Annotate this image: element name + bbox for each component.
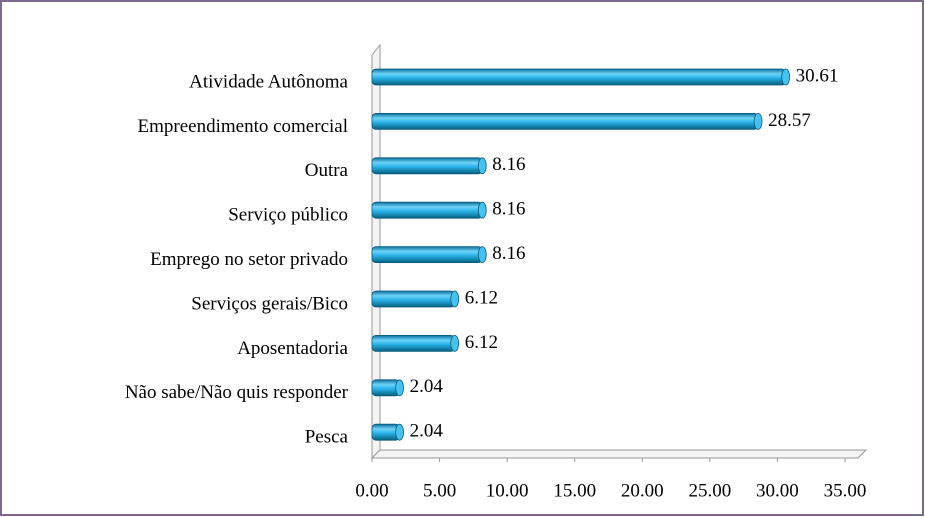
bar-cap (477, 157, 487, 175)
bar (371, 201, 483, 219)
bar-cap (477, 201, 487, 219)
value-label: 8.16 (492, 243, 525, 264)
y-tick-label: Não sabe/Não quis responder (125, 382, 349, 403)
y-tick-label: Serviço público (228, 205, 348, 226)
y-tick-label: Empreendimento comercial (138, 116, 349, 137)
value-label: 2.04 (410, 376, 444, 397)
x-tick-label: 0.00 (355, 480, 388, 501)
y-tick-label: Pesca (305, 427, 349, 448)
bar (371, 290, 456, 308)
bar-cap (395, 423, 404, 441)
bar (371, 246, 483, 264)
axis-floor (370, 449, 868, 459)
bar-cap (753, 113, 763, 130)
bar (371, 157, 483, 175)
y-tick-label: Atividade Autônoma (189, 71, 348, 92)
bar (371, 334, 456, 352)
bar-cap (781, 68, 791, 86)
x-tick-label: 5.00 (423, 480, 456, 501)
bar-cap (395, 379, 404, 397)
value-label: 2.04 (410, 421, 444, 442)
y-tick-label: Serviços gerais/Bico (191, 293, 348, 314)
value-label: 8.16 (492, 199, 525, 220)
y-tick-label: Outra (305, 160, 349, 181)
bar (371, 68, 787, 86)
bar-cap (450, 290, 460, 308)
bar-cap (450, 334, 460, 352)
y-tick-label: Emprego no setor privado (150, 249, 348, 270)
x-tick-label: 20.00 (621, 480, 664, 501)
value-label: 30.61 (796, 65, 839, 86)
value-label: 6.12 (465, 332, 498, 353)
value-label: 28.57 (768, 110, 811, 131)
x-tick-label: 10.00 (486, 480, 529, 501)
x-tick-label: 15.00 (553, 480, 596, 501)
value-label: 6.12 (465, 287, 498, 308)
value-label: 8.16 (492, 154, 525, 175)
bar (371, 113, 759, 130)
x-tick-label: 35.00 (824, 480, 867, 501)
bar-cap (477, 246, 487, 264)
y-tick-label: Aposentadoria (237, 338, 348, 359)
x-tick-label: 25.00 (688, 480, 731, 501)
x-tick-label: 30.00 (756, 480, 799, 501)
